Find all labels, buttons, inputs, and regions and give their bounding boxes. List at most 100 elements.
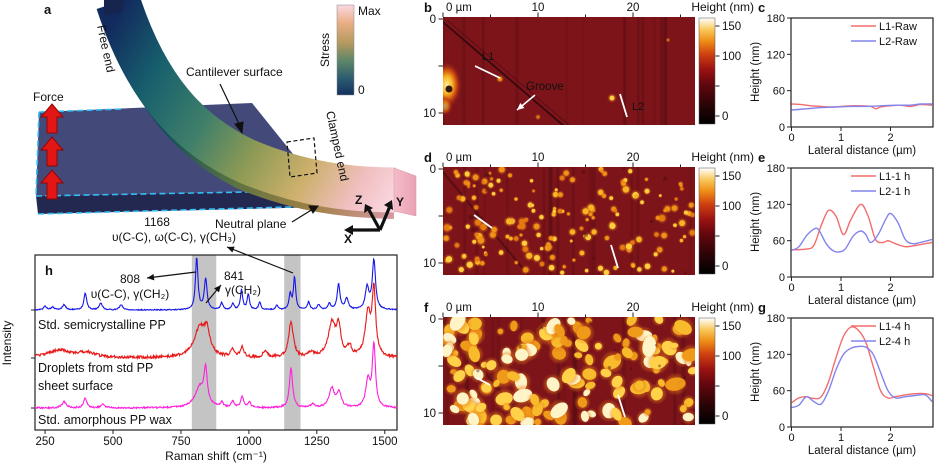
droplet (602, 193, 607, 198)
droplet (563, 170, 569, 176)
droplet (580, 410, 589, 422)
droplet (674, 197, 678, 201)
annotation-841-assignment: γ(CH₂) (225, 283, 261, 297)
side-tick-label: 0 (430, 164, 436, 176)
droplet (657, 247, 663, 253)
droplet (468, 331, 479, 345)
y-tick-label: 60 (773, 86, 785, 98)
droplet (529, 179, 534, 183)
droplet (503, 404, 510, 411)
droplet (488, 171, 492, 175)
droplet (446, 385, 456, 393)
y-tick-label: 120 (767, 49, 785, 61)
droplet (550, 402, 568, 419)
y-tick-label: 180 (767, 163, 785, 175)
droplet (554, 324, 565, 337)
scan-streak (636, 17, 640, 125)
droplet (456, 195, 461, 200)
droplet (466, 261, 473, 268)
droplet (569, 229, 576, 235)
beam-clamped-end-face (393, 167, 417, 217)
droplet (577, 397, 588, 408)
x-tick-label: 750 (171, 436, 190, 448)
droplet (443, 344, 453, 357)
groove-line (443, 21, 565, 125)
y-tick-label: 60 (773, 386, 785, 398)
dark-pit (581, 170, 586, 174)
droplet (446, 207, 453, 213)
droplet (560, 270, 565, 275)
droplet (611, 407, 622, 421)
scan-streak (461, 17, 466, 125)
droplet (495, 392, 513, 406)
height-colorbar (698, 167, 716, 275)
dark-pit (684, 271, 687, 275)
droplet (536, 232, 541, 238)
colorbar-tick-label: 100 (722, 51, 741, 63)
droplet (546, 244, 552, 250)
dark-pit (583, 232, 589, 238)
droplet (465, 224, 470, 229)
droplet (491, 226, 497, 233)
profile-line-L1 (474, 65, 501, 79)
scan-streak (542, 167, 546, 275)
droplet (561, 335, 568, 346)
groove-line-2 (446, 19, 570, 125)
droplet (600, 169, 604, 173)
panel-d-afm-image: d 0 µm 10 20 0 10 150 100 0 Height (nm) (423, 150, 754, 275)
side-tick-label: 10 (423, 258, 436, 270)
droplet (609, 222, 616, 230)
droplet (481, 245, 485, 249)
droplet (559, 175, 565, 181)
scan-streak (565, 17, 568, 125)
droplet (644, 263, 651, 270)
droplet (687, 367, 695, 375)
dark-pit (607, 365, 612, 370)
beam-top-surface (96, 0, 397, 213)
force-arrow (39, 169, 65, 200)
droplet (631, 264, 635, 268)
side-tick-label: 10 (423, 108, 436, 120)
droplet (506, 371, 520, 381)
droplet (663, 209, 667, 213)
ruler-label-20: 20 (627, 2, 640, 14)
droplet (609, 196, 614, 201)
droplet (510, 320, 518, 332)
colorbar-tick-label: 150 (722, 21, 741, 33)
droplet (654, 232, 659, 237)
dark-pit (450, 373, 454, 377)
panel-f-afm-image: f 0 µm 10 20 0 10 150 100 0 Height (nm) (423, 300, 754, 425)
x-tick-label: 250 (35, 436, 54, 448)
scan-streak (652, 17, 656, 125)
droplet (486, 360, 497, 371)
y-tick-label: 0 (779, 272, 785, 284)
droplet (585, 218, 589, 222)
droplet (477, 237, 485, 244)
x-tick-label: 1000 (236, 436, 262, 448)
droplet (611, 375, 623, 388)
droplet (644, 188, 650, 194)
series-label: Droplets from std PP (38, 361, 153, 375)
dark-pit (468, 214, 474, 220)
legend-label: L1-Raw (879, 21, 917, 33)
droplet (689, 230, 695, 236)
dark-pit (592, 256, 596, 260)
series-label: sheet surface (38, 379, 113, 393)
dark-pit (597, 271, 601, 275)
beam-free-end-face (104, 0, 124, 16)
y-axis-label: Height (nm) (750, 342, 762, 402)
profile-series-1 (791, 326, 933, 404)
droplet (562, 265, 566, 269)
droplet (480, 223, 487, 231)
stress-colorbar (336, 4, 355, 96)
scan-streak (641, 17, 645, 125)
annotation-1168: 1168 (144, 215, 170, 229)
colorbar-tick-label: 150 (722, 171, 741, 183)
annotation-arrowhead (227, 246, 235, 253)
droplet (683, 235, 687, 239)
droplet (522, 246, 529, 252)
droplet (621, 181, 626, 187)
dark-pit (621, 167, 626, 170)
dark-pit (445, 85, 453, 93)
